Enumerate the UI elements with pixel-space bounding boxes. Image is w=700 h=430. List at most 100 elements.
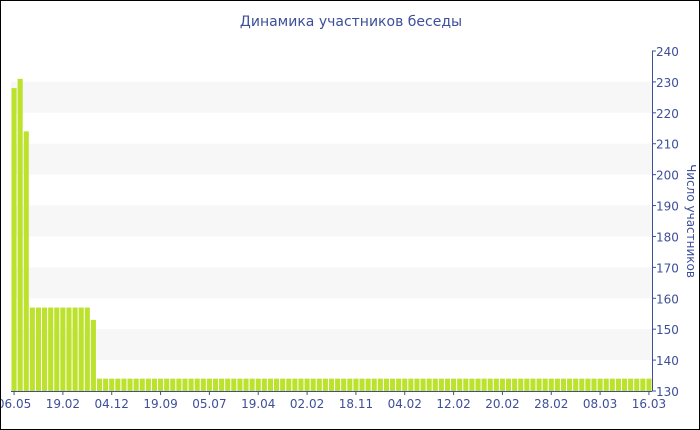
y-tick-label: 190: [656, 200, 679, 214]
bar: [451, 378, 457, 391]
bar: [121, 378, 127, 391]
bar: [438, 378, 444, 391]
bar: [267, 378, 273, 391]
bar: [48, 307, 54, 391]
y-tick-label: 140: [656, 354, 679, 368]
bar: [585, 378, 591, 391]
bar: [359, 378, 365, 391]
bar: [225, 378, 231, 391]
x-tick-label: 06.05: [1, 397, 31, 411]
bar: [536, 378, 542, 391]
bar: [54, 307, 60, 391]
bar: [139, 378, 145, 391]
bar: [487, 378, 493, 391]
bar: [597, 378, 603, 391]
bar: [396, 378, 402, 391]
bar: [194, 378, 200, 391]
grid-band: [11, 267, 652, 299]
x-tick-label: 04.12: [95, 397, 129, 411]
bar: [615, 378, 621, 391]
bar: [414, 378, 420, 391]
bar: [164, 378, 170, 391]
bar: [524, 378, 530, 391]
x-tick-label: 16.03: [632, 397, 666, 411]
bar: [231, 378, 237, 391]
y-tick-label: 150: [656, 323, 679, 337]
bar: [170, 378, 176, 391]
bar: [530, 378, 536, 391]
bar: [158, 378, 164, 391]
bar: [591, 378, 597, 391]
y-tick-label: 200: [656, 169, 679, 183]
bar: [115, 378, 121, 391]
bar: [621, 378, 628, 391]
bar: [60, 307, 66, 391]
bar: [237, 378, 243, 391]
x-tick-label: 19.04: [241, 397, 275, 411]
bar: [274, 378, 280, 391]
x-tick-label: 02.02: [290, 397, 324, 411]
bar: [200, 378, 206, 391]
bar: [542, 378, 548, 391]
bar: [335, 378, 341, 391]
bar: [243, 378, 249, 391]
bar: [371, 378, 377, 391]
bar: [353, 378, 359, 391]
bar: [377, 378, 383, 391]
bar: [567, 378, 573, 391]
bar: [432, 378, 438, 391]
bar: [219, 378, 225, 391]
bar: [475, 378, 481, 391]
grid-band: [11, 329, 652, 361]
y-axis-label: Число участников: [684, 164, 698, 278]
bar: [493, 378, 499, 391]
bar: [640, 378, 646, 391]
bar: [402, 378, 408, 391]
bar: [444, 378, 451, 391]
bar: [206, 378, 212, 391]
bar: [316, 378, 322, 391]
x-tick-label: 05.07: [192, 397, 226, 411]
bar: [420, 378, 426, 391]
bar: [390, 378, 396, 391]
bar: [42, 307, 48, 391]
bar: [109, 378, 115, 391]
bar: [365, 378, 371, 391]
bar: [603, 378, 609, 391]
bar: [35, 307, 42, 391]
bar: [84, 307, 90, 391]
bar: [29, 307, 35, 391]
bar: [499, 378, 505, 391]
bar: [328, 378, 335, 391]
bar: [518, 378, 524, 391]
bar: [469, 378, 475, 391]
grid-band: [11, 205, 652, 237]
y-tick-label: 240: [656, 45, 679, 59]
bar: [298, 378, 304, 391]
bar: [646, 378, 652, 391]
bar: [573, 378, 579, 391]
bar: [505, 378, 512, 391]
x-tick-label: 18.11: [339, 397, 373, 411]
bar: [634, 378, 640, 391]
bar: [145, 378, 151, 391]
bar: [463, 378, 469, 391]
bar: [426, 378, 432, 391]
bar: [188, 378, 194, 391]
x-tick-label: 28.02: [534, 397, 568, 411]
bar: [255, 378, 261, 391]
x-tick-label: 08.03: [583, 397, 617, 411]
bar: [408, 378, 414, 391]
bar: [347, 378, 353, 391]
bar: [72, 307, 78, 391]
bar: [292, 378, 298, 391]
grid-band: [11, 143, 652, 175]
x-tick-label: 12.02: [436, 397, 470, 411]
bar: [133, 378, 139, 391]
y-tick-label: 220: [656, 107, 679, 121]
bar: [249, 378, 255, 391]
bar: [11, 88, 17, 391]
bar: [182, 378, 188, 391]
